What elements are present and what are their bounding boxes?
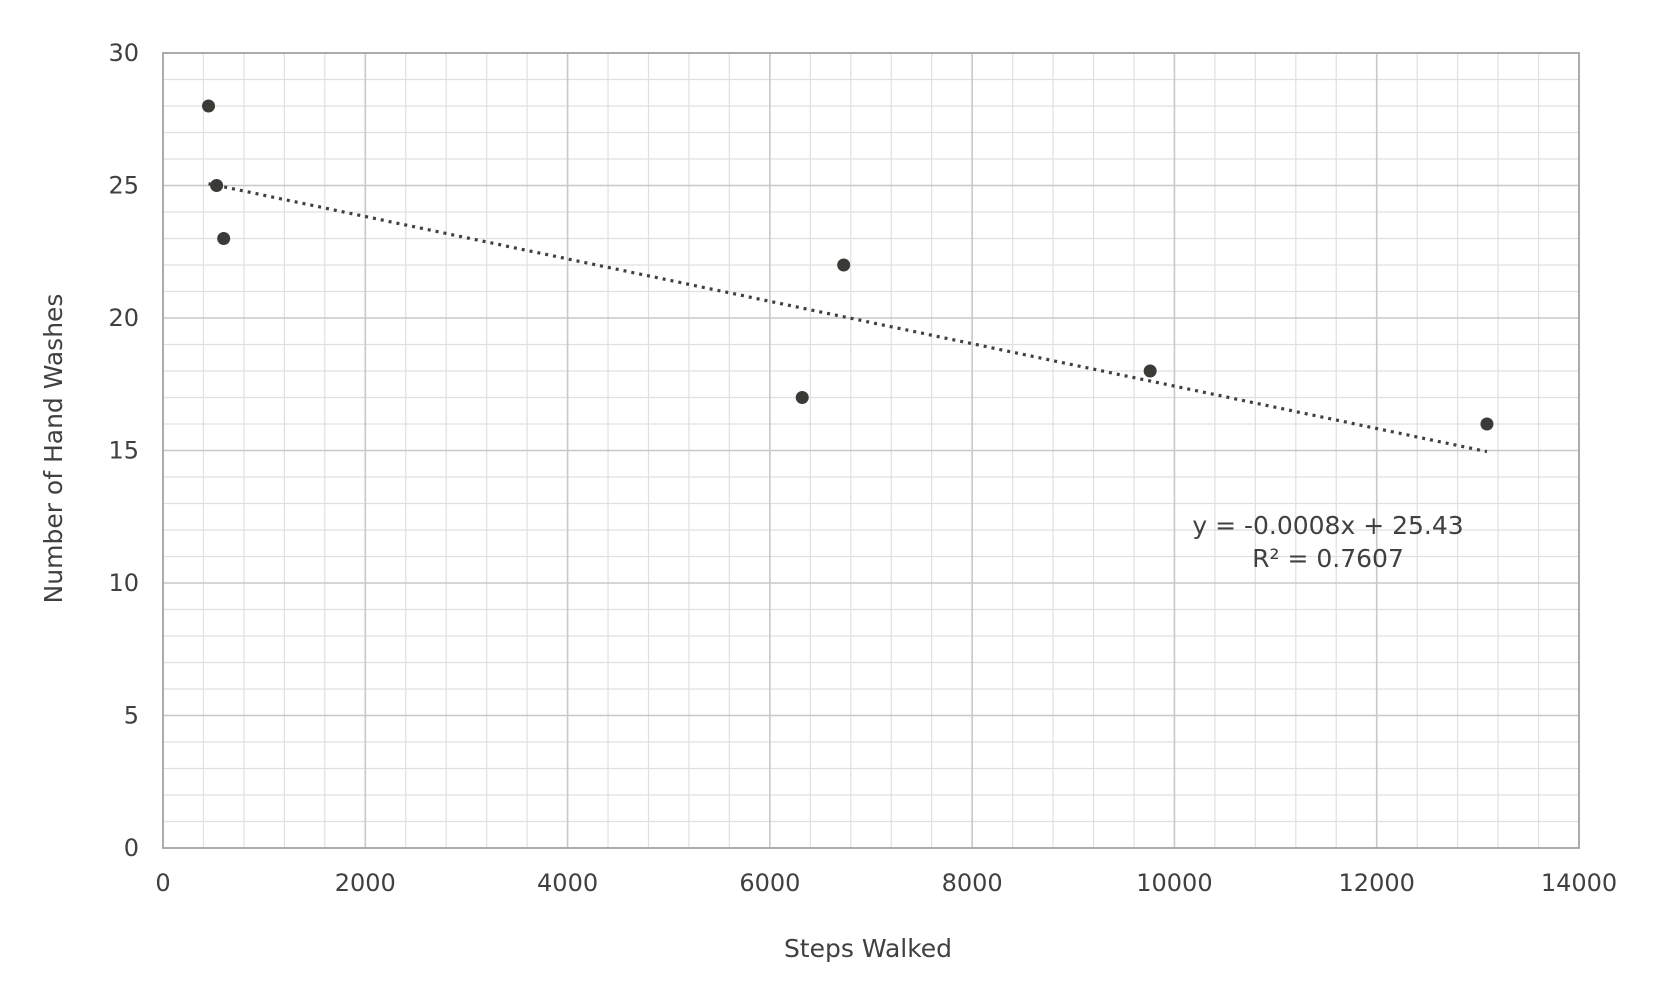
data-point xyxy=(837,258,851,272)
x-tick-label: 8000 xyxy=(942,869,1003,897)
trendline-r-squared: R² = 0.7607 xyxy=(1252,544,1404,573)
y-tick-label: 30 xyxy=(108,39,139,67)
data-point xyxy=(210,179,224,192)
data-point xyxy=(202,99,216,113)
x-tick-label: 2000 xyxy=(335,869,396,897)
y-axis-tick-labels: 0 5 10 15 20 25 30 xyxy=(108,39,139,862)
plot-area-border xyxy=(162,52,1580,849)
x-axis-tick-labels: 0 2000 4000 6000 8000 10000 12000 14000 xyxy=(155,869,1617,897)
y-tick-label: 20 xyxy=(108,304,139,332)
x-tick-label: 0 xyxy=(155,869,170,897)
y-tick-label: 5 xyxy=(124,702,139,730)
y-tick-label: 10 xyxy=(108,569,139,597)
y-tick-label: 25 xyxy=(108,172,139,200)
x-tick-label: 10000 xyxy=(1136,869,1212,897)
data-points xyxy=(202,99,1494,431)
linear-trendline xyxy=(208,182,1488,454)
y-tick-label: 0 xyxy=(124,834,139,862)
x-tick-label: 6000 xyxy=(739,869,800,897)
x-tick-label: 14000 xyxy=(1541,869,1617,897)
major-gridlines xyxy=(162,52,1580,849)
x-axis-label: Steps Walked xyxy=(784,934,952,963)
data-point xyxy=(1143,364,1157,378)
data-point xyxy=(217,232,231,245)
y-axis-label: Number of Hand Washes xyxy=(39,294,68,604)
trendline-equation: y = -0.0008x + 25.43 xyxy=(1192,511,1463,540)
x-tick-label: 12000 xyxy=(1339,869,1415,897)
data-point xyxy=(1480,417,1494,431)
x-tick-label: 4000 xyxy=(537,869,598,897)
y-tick-label: 15 xyxy=(108,437,139,465)
data-point xyxy=(795,391,809,404)
